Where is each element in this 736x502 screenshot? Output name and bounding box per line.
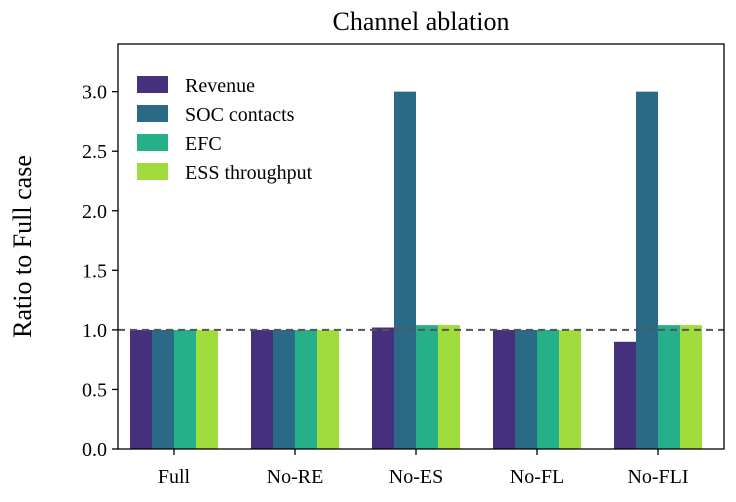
x-tick-label: No-RE bbox=[267, 466, 324, 488]
legend-swatch bbox=[137, 76, 168, 93]
y-tick-label: 2.5 bbox=[82, 141, 107, 163]
bar-revenue-no-re bbox=[251, 329, 273, 449]
bar-soc-contacts-no-es bbox=[394, 91, 416, 450]
bar-ess-throughput-full bbox=[196, 329, 218, 449]
bar-soc-contacts-no-fl bbox=[515, 329, 537, 449]
bar-ess-throughput-no-es bbox=[438, 325, 460, 449]
legend-swatch bbox=[137, 134, 168, 151]
y-axis-ticks: 0.0 0.5 1.0 1.5 2.0 2.5 3.0 bbox=[82, 82, 118, 461]
x-tick-label: No-FL bbox=[510, 466, 564, 488]
bar-efc-no-re bbox=[295, 329, 317, 449]
x-tick-label: Full bbox=[158, 466, 191, 488]
bar-soc-contacts-no-re bbox=[273, 329, 295, 449]
y-tick-label: 1.5 bbox=[82, 260, 107, 282]
y-tick-label: 1.0 bbox=[82, 320, 107, 342]
legend-label: Revenue bbox=[185, 75, 255, 97]
bar-revenue-no-fl bbox=[493, 329, 515, 449]
x-tick-label: No-FLI bbox=[627, 466, 688, 488]
bar-efc-no-fli bbox=[658, 325, 680, 449]
legend-label: SOC contacts bbox=[185, 104, 295, 126]
chart-title: Channel ablation bbox=[333, 7, 510, 36]
legend: Revenue SOC contacts EFC ESS throughput bbox=[137, 75, 313, 184]
bar-revenue-no-es bbox=[372, 327, 394, 449]
legend-swatch bbox=[137, 105, 168, 122]
y-tick-label: 0.5 bbox=[82, 379, 107, 401]
plot-frame bbox=[117, 43, 725, 450]
legend-label: ESS throughput bbox=[185, 162, 313, 184]
x-axis-ticks: Full No-RE No-ES No-FL No-FLI bbox=[158, 449, 689, 488]
y-tick-label: 3.0 bbox=[82, 82, 107, 104]
bar-revenue-full bbox=[130, 329, 152, 449]
y-tick-label: 2.0 bbox=[82, 201, 107, 223]
bar-ess-throughput-no-fl bbox=[559, 329, 581, 449]
bar-soc-contacts-no-fli bbox=[636, 91, 658, 450]
legend-label: EFC bbox=[185, 133, 222, 155]
bars-group bbox=[130, 91, 702, 450]
bar-ess-throughput-no-re bbox=[317, 329, 339, 449]
bar-efc-full bbox=[174, 329, 196, 449]
x-tick-label: No-ES bbox=[389, 466, 443, 488]
bar-efc-no-es bbox=[416, 325, 438, 449]
y-axis-label: Ratio to Full case bbox=[8, 155, 37, 338]
bar-efc-no-fl bbox=[537, 329, 559, 449]
y-tick-label: 0.0 bbox=[82, 439, 107, 461]
legend-swatch bbox=[137, 163, 168, 180]
bar-soc-contacts-full bbox=[152, 329, 174, 449]
bar-revenue-no-fli bbox=[614, 341, 636, 449]
bar-ess-throughput-no-fli bbox=[680, 325, 702, 449]
